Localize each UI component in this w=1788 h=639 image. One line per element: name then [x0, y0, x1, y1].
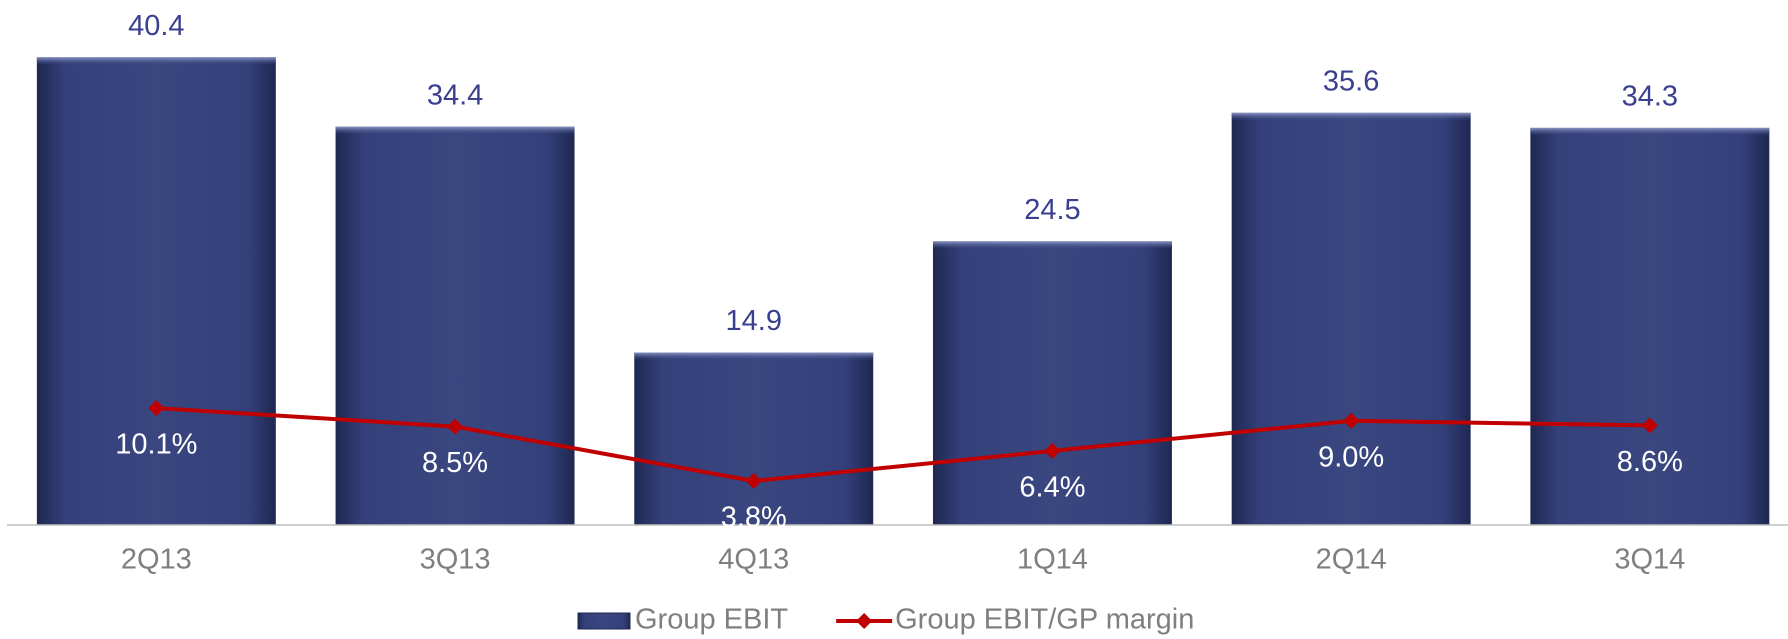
line-value-label: 8.5% [422, 447, 488, 479]
line-marker [1641, 417, 1658, 434]
bar-value-label: 40.4 [128, 10, 184, 42]
line-marker [447, 418, 464, 435]
x-tick-label: 4Q13 [718, 544, 789, 576]
x-tick-label: 2Q14 [1316, 544, 1387, 576]
bar [932, 241, 1172, 525]
legend-swatch [577, 612, 631, 630]
bar-bevel [1231, 112, 1471, 121]
line-value-label: 9.0% [1318, 441, 1384, 473]
line-value-label: 10.1% [115, 429, 197, 461]
line-value-label: 6.4% [1019, 472, 1085, 504]
line [156, 406, 1650, 484]
line-marker [1044, 442, 1061, 459]
legend-marker [856, 613, 873, 629]
bar [36, 57, 276, 525]
x-tick-label: 2Q13 [121, 544, 192, 576]
bar [335, 126, 575, 526]
bar-value-label: 34.3 [1622, 81, 1678, 113]
bar [634, 352, 874, 525]
legend-label: Group EBIT [635, 604, 788, 636]
x-tick-label: 1Q14 [1017, 544, 1088, 576]
x-tick-label: 3Q14 [1614, 544, 1685, 576]
bar-bevel [634, 352, 874, 361]
bar-bevel [335, 126, 575, 135]
bar-bevel [1530, 127, 1770, 136]
bar [1530, 127, 1770, 525]
legend: Group EBIT Group EBIT/GP margin [577, 604, 1194, 636]
bar-value-label: 35.6 [1323, 65, 1379, 97]
line-marker [148, 400, 165, 417]
bar-value-label: 24.5 [1024, 194, 1080, 226]
line-marker [1343, 412, 1360, 429]
bar-bevel [932, 241, 1172, 250]
bar [1231, 112, 1471, 525]
bar-value-label: 34.4 [427, 79, 483, 111]
line-value-label: 3.8% [721, 502, 787, 534]
legend-label: Group EBIT/GP margin [895, 604, 1194, 636]
bar-bevel [36, 57, 276, 66]
line-marker [745, 473, 762, 490]
x-tick-label: 3Q13 [420, 544, 491, 576]
bar-value-label: 14.9 [726, 305, 782, 337]
line-value-label: 8.6% [1617, 446, 1683, 478]
